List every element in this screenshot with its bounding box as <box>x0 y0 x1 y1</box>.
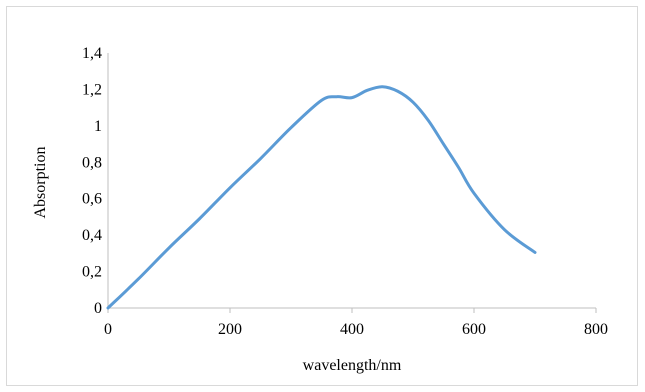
y-axis-title: Absorption <box>32 147 49 219</box>
y-tick-label: 0,8 <box>82 154 102 171</box>
x-tick-marks <box>107 308 597 313</box>
x-tick-label: 0 <box>104 321 112 338</box>
chart-area <box>6 6 638 386</box>
y-tick-label: 0,2 <box>82 264 102 281</box>
y-tick-label: 1 <box>94 118 102 135</box>
y-tick-label: 1,4 <box>82 45 102 62</box>
y-tick-labels: 0 0,2 0,4 0,6 0,8 1 1,2 1,4 <box>82 45 102 317</box>
x-tick-label: 600 <box>462 321 486 338</box>
x-tick-labels: 0 200 400 600 800 <box>104 321 608 338</box>
y-tick-label: 0,4 <box>82 227 102 244</box>
absorption-series-line <box>106 85 537 310</box>
x-tick-label: 400 <box>340 321 364 338</box>
x-tick-label: 800 <box>584 321 608 338</box>
y-tick-label: 1,2 <box>82 81 102 98</box>
y-tick-label: 0 <box>94 300 102 317</box>
x-tick-label: 200 <box>218 321 242 338</box>
y-tick-label: 0,6 <box>82 191 102 208</box>
x-axis-title: wavelength/nm <box>303 357 402 374</box>
